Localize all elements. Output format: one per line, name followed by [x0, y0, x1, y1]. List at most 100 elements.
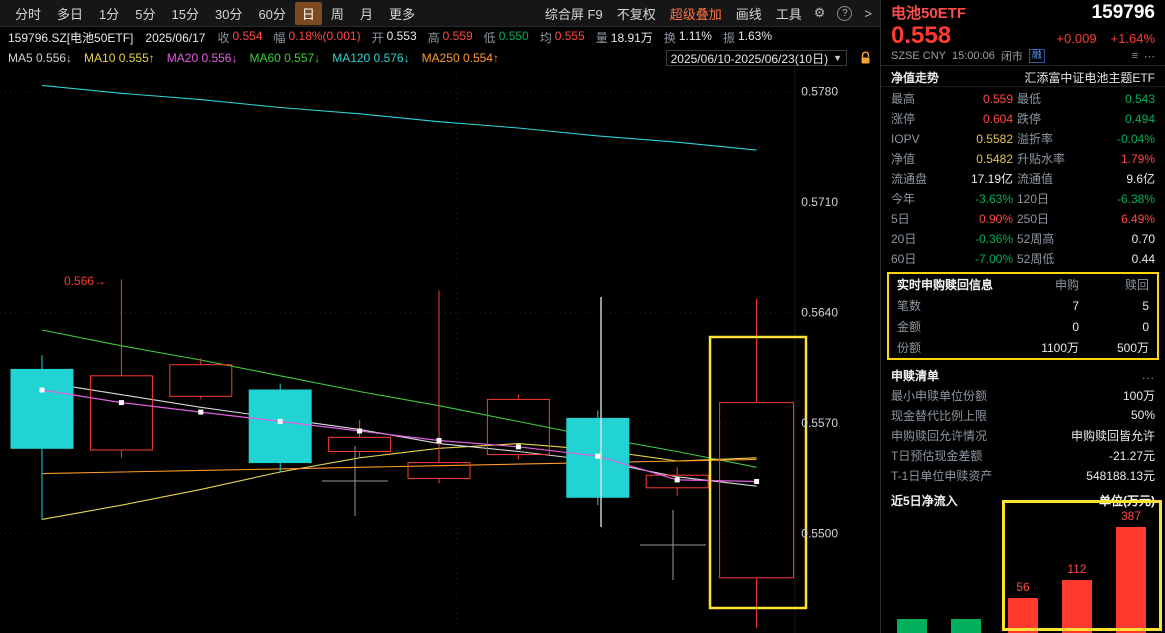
- quote-field: 开 0.553: [372, 29, 417, 46]
- etf-name: 电池50ETF: [891, 5, 967, 22]
- svg-text:0.5710: 0.5710: [801, 195, 838, 209]
- flow-bar: [1062, 580, 1092, 633]
- quote-field-value: 0.550: [498, 29, 529, 43]
- redeem-column-header: 赎回: [1124, 278, 1149, 292]
- redemption-row: T日预估现金差额 -21.27元: [891, 445, 1155, 465]
- kline-chart[interactable]: 0.566→ 0.5780 0.5710 0.5640 0.5570 0.5500: [0, 68, 880, 633]
- quote-field: 低 0.550: [484, 29, 529, 46]
- list-icon[interactable]: ≡: [1131, 49, 1138, 62]
- period-tab-7[interactable]: 日: [294, 1, 322, 25]
- stat-value: 0.70: [1131, 232, 1155, 246]
- stat-value: 0.5482: [976, 152, 1013, 166]
- tool-button-4[interactable]: 工具: [775, 6, 802, 22]
- flow-bar-value: 56: [1016, 580, 1030, 594]
- subscription-purchase-value: 0: [1072, 319, 1079, 334]
- subscription-redeem-value: 0: [1142, 319, 1149, 334]
- subscription-row: 金额 0 0: [889, 316, 1157, 337]
- caret-down-icon: ▼: [833, 53, 842, 63]
- tool-buttons: 综合屏 F9 不复权 超级叠加 画线 工具: [545, 4, 802, 23]
- period-tab-10[interactable]: 更多: [388, 6, 415, 22]
- redemption-row-label: 申购赎回允许情况: [891, 428, 988, 443]
- chart-column: 分时 多日 1分 5分 15分 30分 60分日周月更多 综合屏 F9 不复权 超级叠加 画线 工具…: [0, 0, 880, 633]
- quote-field: 振 1.63%: [723, 29, 772, 46]
- quote-field-label: 开: [371, 31, 384, 45]
- redemption-row: T-1日单位申赎资产 548188.13元: [891, 465, 1155, 485]
- stat-value: 9.6亿: [1126, 172, 1155, 186]
- settings-gear-icon[interactable]: ⚙: [813, 5, 826, 20]
- svg-text:0.5500: 0.5500: [801, 527, 838, 541]
- tool-button-1[interactable]: 不复权: [616, 6, 656, 22]
- ma-value-ma5: MA5 0.556↓: [8, 51, 73, 65]
- quote-field-value: 0.554: [232, 29, 263, 43]
- stat-label: 120日: [1017, 192, 1050, 206]
- redemption-list-panel: 申赎清单 ... 最小申赎单位份额 100万 现金替代比例上限 50% 申购赎回允许情况…: [881, 363, 1165, 487]
- quote-field: 换 1.11%: [664, 29, 712, 46]
- stat-label: 今年: [891, 192, 916, 206]
- stat-value: -0.04%: [1116, 132, 1155, 146]
- symbol-label: 159796.SZ[电池50ETF]: [8, 31, 134, 45]
- redemption-row: 最小申赎单位份额 100万: [891, 385, 1155, 405]
- subscription-redeem-value: 500万: [1116, 341, 1149, 355]
- help-icon[interactable]: ?: [837, 5, 853, 21]
- period-tab-9[interactable]: 月: [359, 6, 373, 22]
- period-tab-5[interactable]: 30分: [214, 6, 243, 22]
- lock-icon[interactable]: [859, 51, 872, 65]
- redemption-rows: 最小申赎单位份额 100万 现金替代比例上限 50% 申购赎回允许情况 申购赎回皆允许 T日…: [891, 385, 1155, 485]
- period-tab-6[interactable]: 60分: [258, 6, 286, 22]
- subscription-purchase-value: 1100万: [1041, 341, 1079, 355]
- price-change-pct: +1.64%: [1110, 31, 1155, 46]
- period-tab-0[interactable]: 分时: [15, 6, 42, 22]
- quote-field-label: 收: [217, 31, 230, 45]
- flow-title: 近5日净流入: [891, 494, 958, 508]
- realtime-subscription-panel: 实时申购赎回信息 申购 赎回 笔数 7 5 金额 0 0 份额 1100万 500万: [887, 272, 1159, 360]
- stat-value: -7.00%: [974, 252, 1013, 266]
- info-panel: 电池50ETF 159796 0.558 +0.009 +1.64% SZSE …: [880, 0, 1165, 633]
- quote-field-label: 量: [595, 31, 608, 45]
- margin-badge[interactable]: 融: [1028, 49, 1045, 63]
- ma-bar: MA5 0.556↓ MA10 0.555↑ MA20 0.556↓ MA60 0.5…: [0, 48, 880, 68]
- stat-value: 0.5582: [976, 132, 1013, 146]
- quote-field-label: 高: [427, 31, 440, 45]
- exchange-label: SZSE CNY: [891, 50, 947, 62]
- nav-trend-title[interactable]: 净值走势: [891, 71, 940, 85]
- redemption-row: 申购赎回允许情况 申购赎回皆允许: [891, 425, 1155, 445]
- flow-bar-value: 387: [1120, 509, 1142, 523]
- stat-value: -6.38%: [1116, 192, 1155, 206]
- chevron-right-icon[interactable]: >: [864, 5, 872, 21]
- tool-button-2[interactable]: 超级叠加: [669, 6, 722, 22]
- flow-bar: [951, 619, 981, 633]
- period-tab-1[interactable]: 多日: [57, 6, 84, 22]
- period-tab-3[interactable]: 5分: [135, 6, 156, 22]
- stat-label: 5日: [891, 212, 910, 226]
- subscription-row-label: 笔数: [897, 299, 922, 313]
- quote-field: 均 0.555: [540, 29, 585, 46]
- period-tab-8[interactable]: 周: [330, 6, 344, 22]
- stat-value: 0.494: [1124, 112, 1155, 126]
- stat-label: 流通盘: [891, 172, 928, 186]
- ma-value-ma10: MA10 0.555↑: [84, 51, 155, 65]
- ma-value-ma250: MA250 0.554↑: [421, 51, 499, 65]
- redemption-row-label: T-1日单位申赎资产: [891, 468, 993, 483]
- tool-button-3[interactable]: 画线: [735, 6, 762, 22]
- more-button[interactable]: ...: [1141, 368, 1155, 382]
- stat-label: IOPV: [891, 132, 920, 146]
- subscription-title: 实时申购赎回信息: [897, 278, 994, 292]
- redemption-row: 现金替代比例上限 50%: [891, 405, 1155, 425]
- svg-text:0.5640: 0.5640: [801, 306, 838, 320]
- quote-info-bar: 159796.SZ[电池50ETF] 2025/06/17 收 0.554 幅 0.1…: [0, 27, 880, 48]
- period-tab-4[interactable]: 15分: [171, 6, 199, 22]
- period-tabs: 分时 多日 1分 5分 15分 30分 60分日周月更多: [8, 1, 422, 25]
- tool-button-0[interactable]: 综合屏 F9: [544, 6, 603, 22]
- ma-value-ma20: MA20 0.556↓: [166, 51, 238, 65]
- quote-field-value: 0.18%(0.001): [288, 29, 361, 43]
- subscription-row-label: 份额: [897, 341, 922, 355]
- period-tab-2[interactable]: 1分: [99, 6, 120, 22]
- redemption-row-value: 申购赎回皆允许: [1070, 428, 1155, 443]
- more-dots-icon[interactable]: ⋯: [1144, 50, 1155, 63]
- svg-text:0.5780: 0.5780: [801, 85, 838, 99]
- quote-field: 量 18.91万: [596, 29, 653, 46]
- stat-value: 0.90%: [978, 212, 1013, 226]
- ma-value-ma60: MA60 0.557↓: [249, 51, 321, 65]
- date-range-selector[interactable]: 2025/06/10-2025/06/23(10日) ▼: [665, 50, 847, 66]
